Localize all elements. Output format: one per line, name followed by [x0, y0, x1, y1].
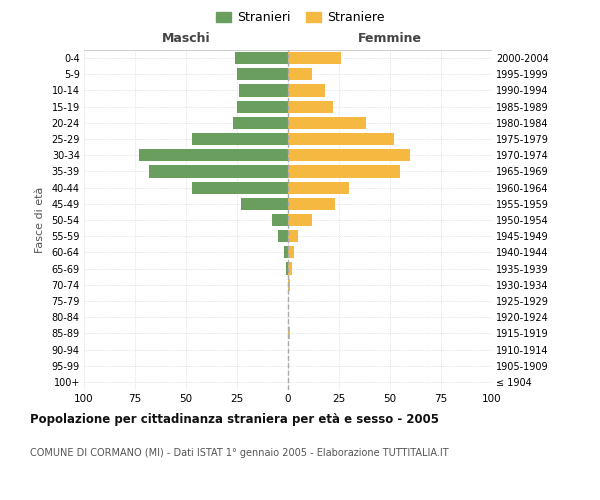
Bar — [237, 100, 288, 112]
Text: COMUNE DI CORMANO (MI) - Dati ISTAT 1° gennaio 2005 - Elaborazione TUTTITALIA.IT: COMUNE DI CORMANO (MI) - Dati ISTAT 1° g… — [30, 448, 449, 458]
Bar — [272, 214, 288, 226]
Text: Popolazione per cittadinanza straniera per età e sesso - 2005: Popolazione per cittadinanza straniera p… — [30, 412, 439, 426]
Bar — [288, 246, 294, 258]
Bar — [288, 182, 349, 194]
Bar — [233, 117, 288, 129]
Bar — [241, 198, 288, 210]
Bar — [149, 166, 288, 177]
Text: Maschi: Maschi — [161, 32, 211, 45]
Bar — [286, 262, 288, 274]
Bar — [288, 230, 298, 242]
Bar — [139, 149, 288, 162]
Bar — [288, 214, 313, 226]
Bar — [288, 84, 325, 96]
Bar — [192, 182, 288, 194]
Bar — [288, 149, 410, 162]
Y-axis label: Fasce di età: Fasce di età — [35, 187, 44, 253]
Text: Femmine: Femmine — [358, 32, 422, 45]
Bar — [239, 84, 288, 96]
Bar — [288, 166, 400, 177]
Legend: Stranieri, Straniere: Stranieri, Straniere — [211, 6, 389, 29]
Bar — [288, 100, 333, 112]
Bar — [288, 133, 394, 145]
Bar — [235, 52, 288, 64]
Bar — [288, 198, 335, 210]
Bar — [288, 52, 341, 64]
Bar — [192, 133, 288, 145]
Bar — [288, 278, 290, 291]
Bar — [288, 68, 313, 80]
Bar — [237, 68, 288, 80]
Bar — [288, 117, 365, 129]
Bar — [284, 246, 288, 258]
Bar — [288, 328, 290, 340]
Bar — [288, 262, 292, 274]
Bar — [278, 230, 288, 242]
